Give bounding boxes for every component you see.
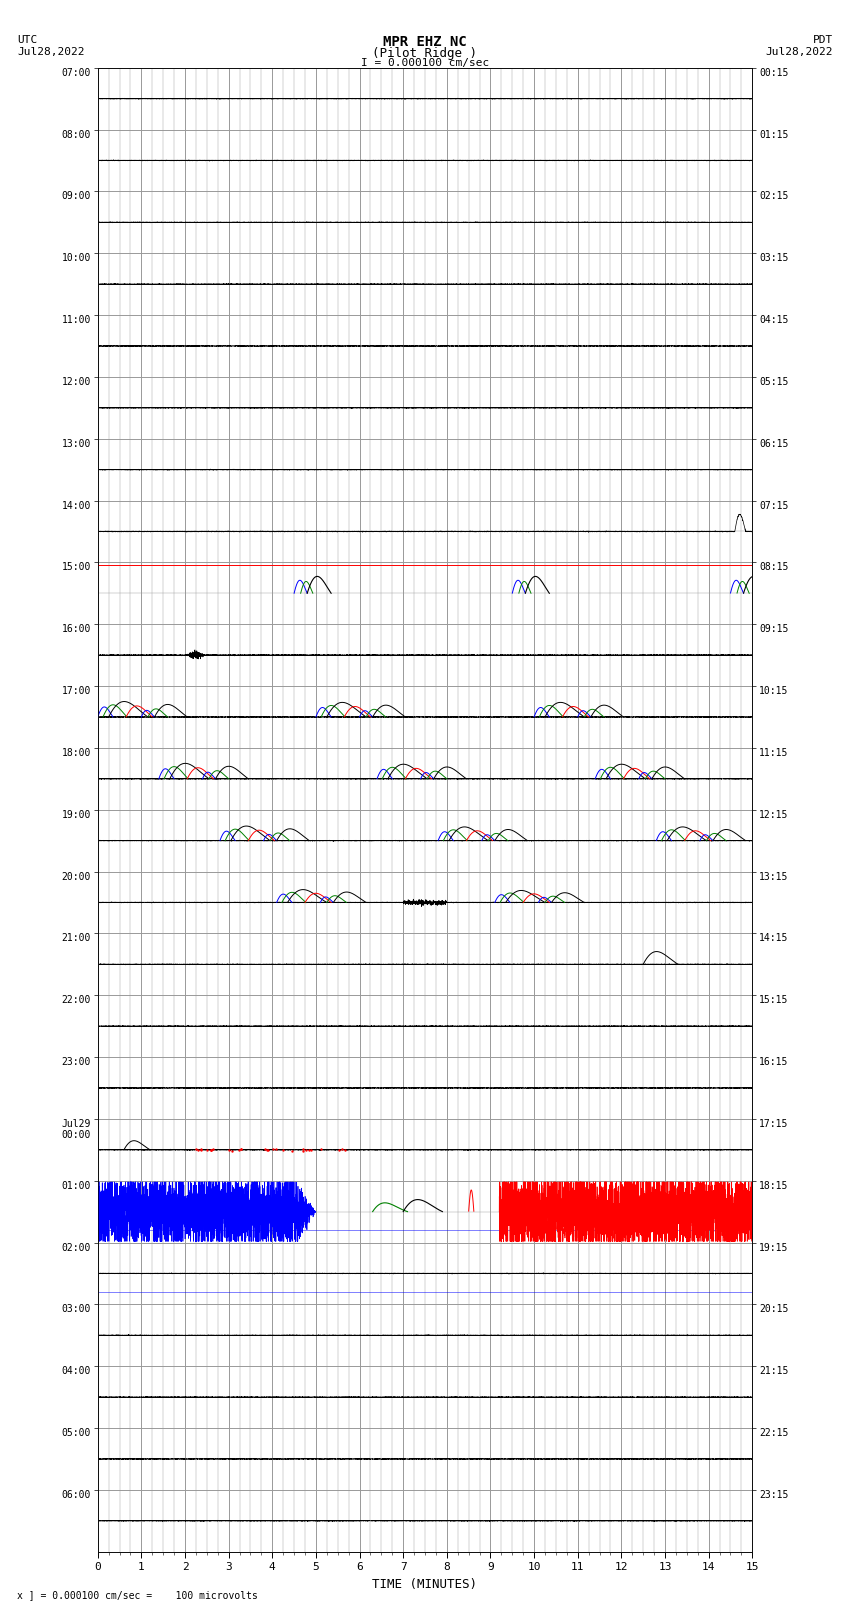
Point bbox=[332, 1137, 345, 1163]
Point bbox=[296, 1136, 309, 1161]
Point bbox=[299, 1137, 313, 1163]
Point bbox=[194, 1137, 207, 1163]
Text: PDT: PDT bbox=[813, 35, 833, 45]
Point bbox=[200, 1137, 213, 1163]
Point bbox=[204, 1137, 218, 1163]
Text: I = 0.000100 cm/sec: I = 0.000100 cm/sec bbox=[361, 58, 489, 68]
Point bbox=[195, 1137, 208, 1163]
Point bbox=[261, 1137, 275, 1163]
Point bbox=[258, 1137, 271, 1163]
Point bbox=[314, 1136, 327, 1161]
Point bbox=[205, 1137, 218, 1163]
Point bbox=[206, 1136, 219, 1161]
Point bbox=[276, 1137, 290, 1163]
Point bbox=[225, 1139, 239, 1165]
Text: Jul28,2022: Jul28,2022 bbox=[766, 47, 833, 56]
Point bbox=[269, 1136, 283, 1161]
Point bbox=[338, 1137, 352, 1163]
Point bbox=[296, 1137, 309, 1163]
Point bbox=[235, 1137, 248, 1163]
Text: UTC: UTC bbox=[17, 35, 37, 45]
Point bbox=[285, 1139, 298, 1165]
Point bbox=[304, 1137, 318, 1163]
Point bbox=[234, 1137, 247, 1163]
Text: (Pilot Ridge ): (Pilot Ridge ) bbox=[372, 47, 478, 60]
Text: Jul28,2022: Jul28,2022 bbox=[17, 47, 84, 56]
Point bbox=[204, 1137, 218, 1163]
Text: x ] = 0.000100 cm/sec =    100 microvolts: x ] = 0.000100 cm/sec = 100 microvolts bbox=[17, 1590, 258, 1600]
Point bbox=[223, 1137, 236, 1163]
Point bbox=[232, 1137, 246, 1163]
Point bbox=[260, 1137, 274, 1163]
Point bbox=[190, 1136, 203, 1161]
Point bbox=[191, 1137, 205, 1163]
Point bbox=[266, 1136, 280, 1161]
Point bbox=[302, 1137, 315, 1163]
Text: MPR EHZ NC: MPR EHZ NC bbox=[383, 35, 467, 50]
Point bbox=[335, 1136, 348, 1161]
X-axis label: TIME (MINUTES): TIME (MINUTES) bbox=[372, 1578, 478, 1590]
